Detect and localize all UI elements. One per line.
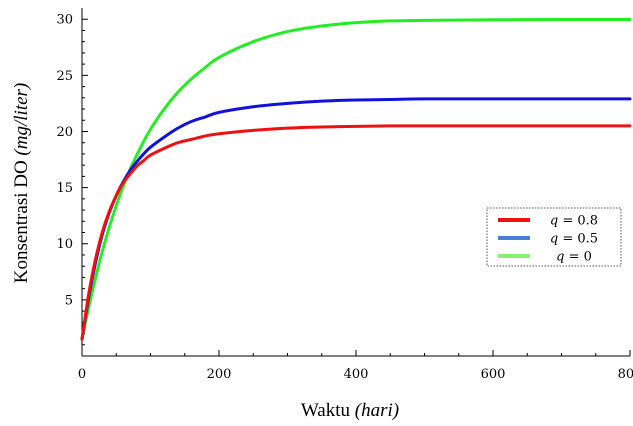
y-tick-label: 5 xyxy=(65,293,73,308)
x-tick-label: 600 xyxy=(481,367,506,382)
x-axis-title-main: Waktu xyxy=(301,400,351,421)
y-axis-title-main: Konsentrasi DO xyxy=(11,160,32,283)
y-axis-title-unit: (mg/liter) xyxy=(11,83,32,156)
series-line xyxy=(80,124,632,341)
x-tick-label: 800 xyxy=(618,367,633,382)
x-ticks: 0 200 400 600 800 xyxy=(78,350,633,382)
x-axis-title-unit: (hari) xyxy=(355,400,399,421)
y-tick-label: 20 xyxy=(56,125,73,140)
y-ticks: 5 10 15 20 25 30 xyxy=(56,13,88,346)
y-tick-label: 10 xyxy=(56,237,73,252)
legend-items: q = 0.8 q = 0.5 q = 0 xyxy=(498,214,598,265)
y-tick-label: 15 xyxy=(56,181,73,196)
series-lines xyxy=(80,17,632,341)
legend-label: q = 0.5 xyxy=(550,232,598,247)
legend-label: q = 0.8 xyxy=(550,214,598,229)
y-tick-label: 30 xyxy=(56,13,73,28)
x-axis-title: Waktu (hari) xyxy=(301,400,399,421)
axes: 0 200 400 600 800 5 10 15 20 25 30 xyxy=(56,8,633,382)
y-axis-title: Konsentrasi DO (mg/liter) xyxy=(11,83,32,284)
y-tick-label: 25 xyxy=(56,69,73,84)
x-tick-label: 400 xyxy=(344,367,369,382)
legend-label: q = 0 xyxy=(556,250,592,265)
x-tick-label: 0 xyxy=(78,367,86,382)
x-tick-label: 200 xyxy=(207,367,232,382)
legend: q = 0.8 q = 0.5 q = 0 xyxy=(486,207,622,267)
series-line xyxy=(80,17,632,341)
